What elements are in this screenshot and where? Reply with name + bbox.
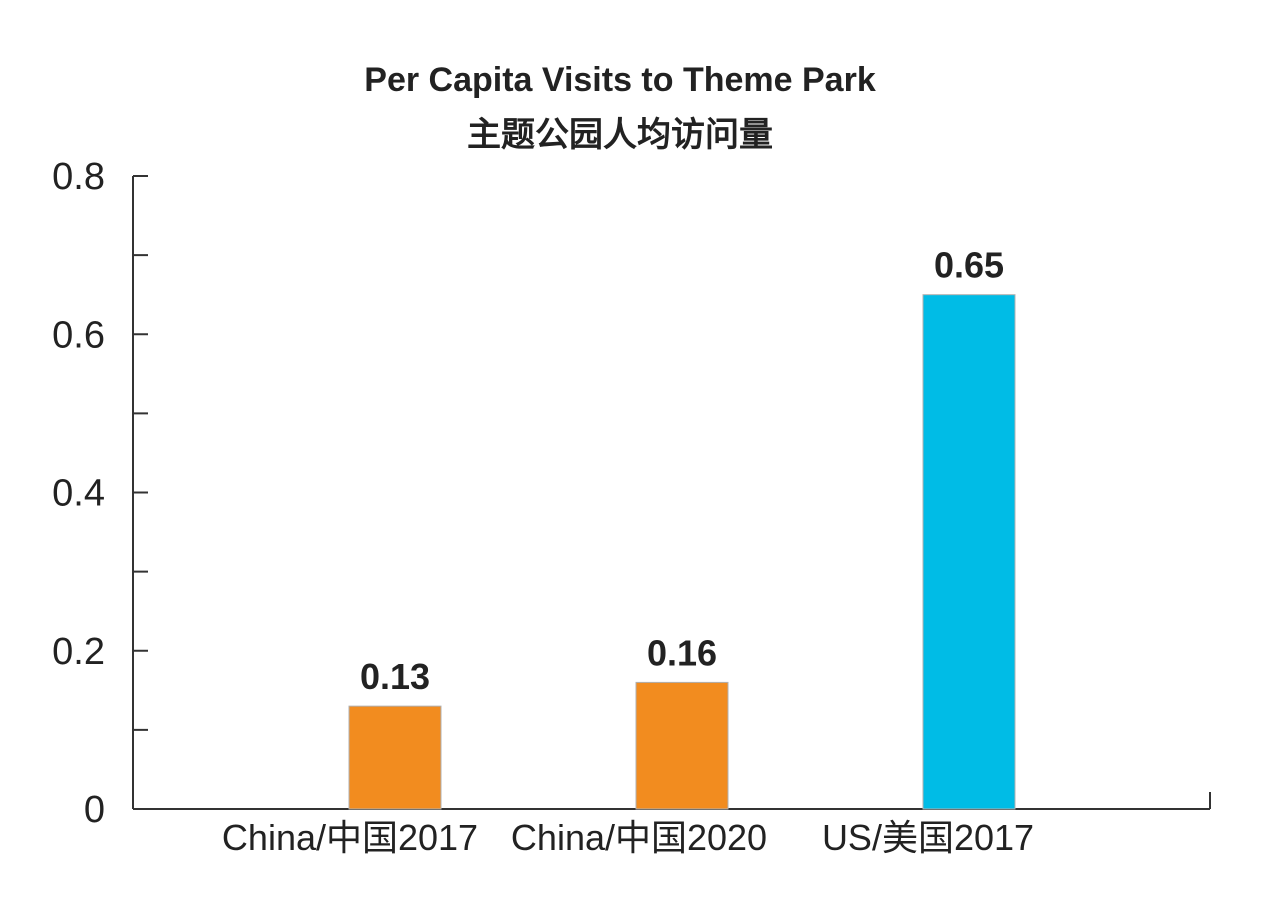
bar-value-label: 0.16	[647, 632, 717, 673]
y-axis: 0 0.2 0.4 0.6 0.8	[52, 156, 148, 831]
y-tick-label: 0.2	[52, 631, 105, 673]
y-tick-label: 0	[84, 789, 105, 831]
bar-value-label: 0.13	[360, 656, 430, 697]
category-label: US/美国2017	[822, 817, 1034, 858]
category-label: China/中国2017	[222, 817, 478, 858]
bars	[348, 294, 1016, 810]
bar	[635, 681, 729, 810]
y-tick-label: 0.4	[52, 473, 105, 515]
y-tick-label: 0.6	[52, 314, 105, 356]
y-tick-label: 0.8	[52, 156, 105, 198]
chart-subtitle: 主题公园人均访问量	[467, 116, 773, 154]
bar	[922, 294, 1016, 810]
category-labels: China/中国2017 China/中国2020 US/美国2017	[222, 817, 1034, 858]
category-label: China/中国2020	[511, 817, 767, 858]
bar	[348, 705, 442, 810]
bar-value-label: 0.65	[934, 245, 1004, 286]
chart-title: Per Capita Visits to Theme Park	[364, 61, 876, 99]
value-labels: 0.13 0.16 0.65	[360, 245, 1004, 697]
